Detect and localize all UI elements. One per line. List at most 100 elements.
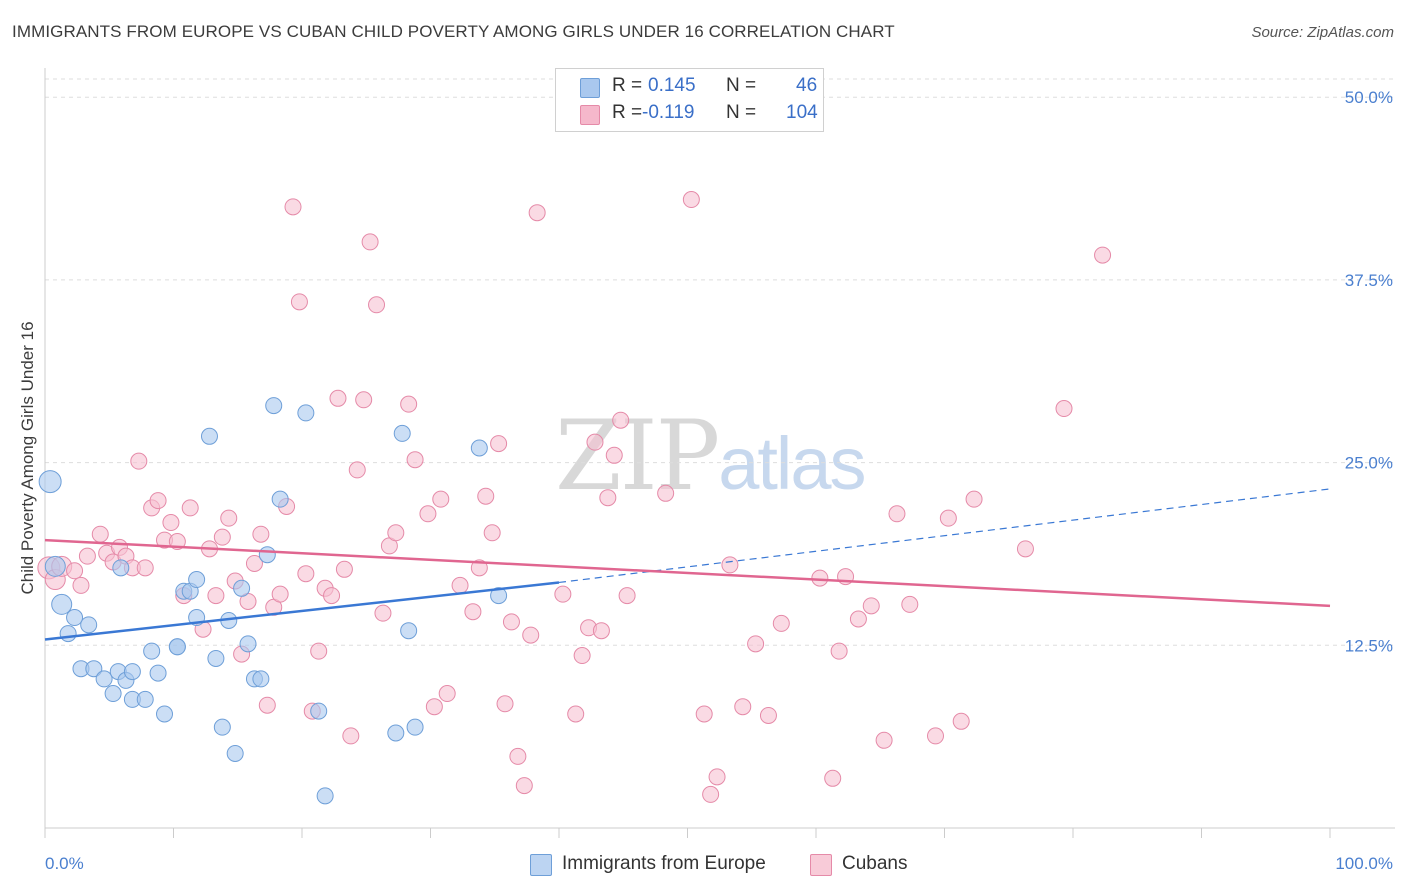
cubans-point — [862, 597, 880, 615]
europe-point — [104, 685, 122, 703]
cubans-point — [496, 695, 514, 713]
cubans-point — [490, 435, 508, 453]
cubans-point — [220, 509, 238, 527]
series-label-cubans: Cubans — [842, 853, 908, 874]
cubans-point — [952, 712, 970, 730]
europe-point — [143, 642, 161, 660]
cubans-point — [586, 433, 604, 451]
legend-n-label: N = — [726, 75, 757, 96]
cubans-point — [567, 705, 585, 723]
europe-point — [112, 559, 130, 577]
europe-point — [136, 690, 154, 708]
cubans-point — [335, 560, 353, 578]
cubans-point — [747, 635, 765, 653]
europe-point — [271, 490, 289, 508]
series-legend: Immigrants from Europe Cubans — [0, 853, 1406, 877]
europe-point — [66, 609, 84, 627]
chart-title: IMMIGRANTS FROM EUROPE VS CUBAN CHILD PO… — [12, 22, 895, 41]
europe-point — [490, 587, 508, 605]
cubans-point — [682, 191, 700, 209]
cubans-point — [573, 647, 591, 665]
stats-legend: R = 0.145 N = 46 R = -0.119 N = 104 — [555, 68, 824, 132]
cubans-point — [368, 296, 386, 314]
cubans-point — [759, 706, 777, 724]
europe-point — [265, 397, 283, 415]
europe-point — [470, 439, 488, 457]
cubans-point — [1055, 400, 1073, 418]
cubans-point — [136, 559, 154, 577]
cubans-point — [78, 547, 96, 565]
legend-n-value-europe: 46 — [796, 75, 818, 96]
cubans-point — [361, 233, 379, 251]
source-credit: Source: ZipAtlas.com — [1251, 24, 1394, 41]
cubans-point — [708, 768, 726, 786]
cubans-point — [425, 698, 443, 716]
legend-n-value-cubans: 104 — [786, 102, 818, 123]
europe-point — [316, 787, 334, 805]
cubans-point — [515, 777, 533, 795]
cubans-point — [734, 698, 752, 716]
europe-point — [233, 579, 251, 597]
cubans-point — [91, 525, 109, 543]
cubans-point — [605, 446, 623, 464]
cubans-point — [702, 785, 720, 803]
cubans-point — [483, 524, 501, 542]
cubans-point — [290, 293, 308, 311]
europe-point — [168, 638, 186, 656]
europe-point — [80, 616, 98, 634]
cubans-point — [888, 505, 906, 523]
europe-point — [44, 555, 66, 577]
cubans-point — [387, 524, 405, 542]
europe-point — [85, 660, 103, 678]
europe-point — [51, 593, 73, 615]
europe-point — [123, 663, 141, 681]
cubans-point — [374, 604, 392, 622]
europe-point — [406, 718, 424, 736]
y-axis-label-wrap: Child Poverty Among Girls Under 16 — [8, 0, 48, 892]
cubans-point — [772, 614, 790, 632]
cubans-point — [592, 622, 610, 640]
europe-point — [387, 724, 405, 742]
legend-r-value-europe: 0.145 — [648, 75, 696, 96]
legend-r-value-cubans: -0.119 — [642, 102, 695, 123]
cubans-point — [599, 489, 617, 507]
europe-point — [310, 702, 328, 720]
cubans-point — [438, 685, 456, 703]
cubans-point — [522, 626, 540, 644]
cubans-point — [901, 595, 919, 613]
cubans-point — [162, 514, 180, 532]
europe-point — [213, 718, 231, 736]
cubans-point — [875, 731, 893, 749]
x-tick-label: 0.0% — [45, 854, 84, 873]
cubans-point — [258, 696, 276, 714]
cubans-point — [297, 565, 315, 583]
y-tick-label: 37.5% — [1345, 271, 1393, 290]
cubans-point — [1016, 540, 1034, 558]
europe-point — [156, 705, 174, 723]
cubans-point — [939, 509, 957, 527]
cubans-trend-line — [44, 538, 1331, 608]
cubans-point — [721, 556, 739, 574]
cubans-point — [310, 642, 328, 660]
europe-point — [393, 424, 411, 442]
cubans-point — [811, 569, 829, 587]
cubans-point — [149, 492, 167, 510]
cubans-point — [245, 554, 263, 572]
cubans-point — [927, 727, 945, 745]
legend-n-label: N = — [726, 102, 757, 123]
cubans-point — [618, 587, 636, 605]
cubans-point — [323, 587, 341, 605]
legend-r-label: R = — [612, 75, 643, 96]
cubans-point — [554, 585, 572, 603]
cubans-point — [965, 490, 983, 508]
y-axis-label: Child Poverty Among Girls Under 16 — [18, 321, 37, 595]
europe-point — [38, 470, 62, 494]
cubans-point — [849, 610, 867, 628]
cubans-point — [284, 198, 302, 216]
cubans-point — [657, 484, 675, 502]
europe-point — [200, 427, 218, 445]
legend-swatch-europe — [580, 78, 600, 98]
series-swatch-europe — [530, 854, 552, 876]
cubans-point — [451, 576, 469, 594]
cubans-point — [406, 451, 424, 469]
